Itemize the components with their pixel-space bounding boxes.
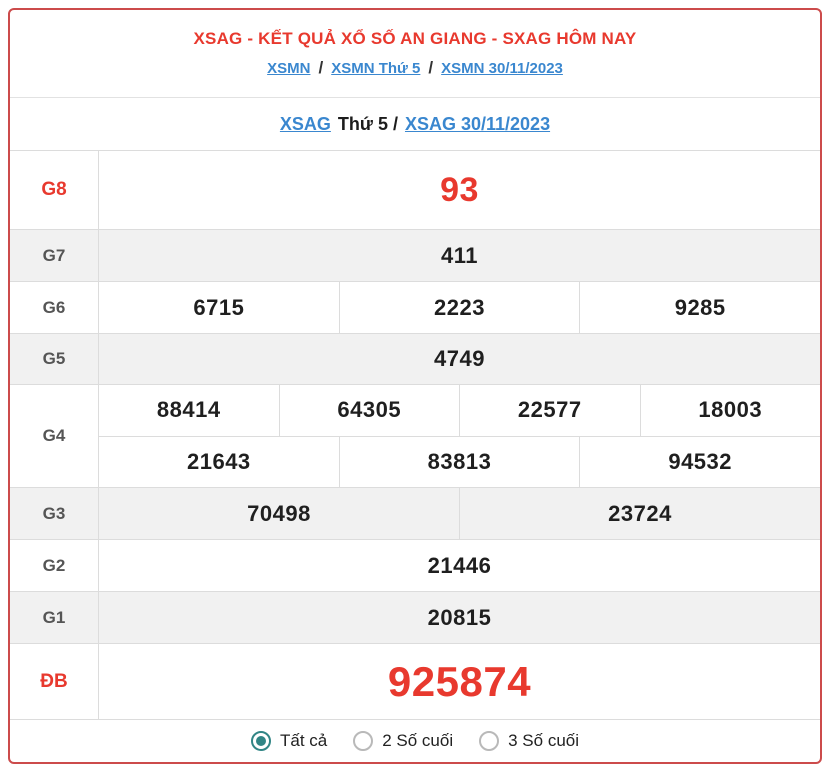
prize-subrow: 21643 83813 94532: [99, 435, 820, 487]
prize-row-G6: G6 6715 2223 9285: [10, 281, 820, 333]
prize-subrow: 20815: [99, 592, 820, 643]
prize-values: 93: [99, 151, 820, 229]
prize-number: 23724: [459, 488, 820, 539]
prize-subrow: 21446: [99, 540, 820, 591]
prize-values: 20815: [99, 592, 820, 643]
prize-number: 2223: [338, 282, 580, 333]
prize-values: 88414 64305 22577 18003 21643 83813 94532: [99, 385, 820, 487]
prize-label-G1: G1: [10, 592, 99, 643]
radio-unselected-icon[interactable]: [353, 731, 374, 751]
radio-label: Tất cả: [279, 731, 328, 750]
prize-label-G3: G3: [10, 488, 99, 539]
prize-number: 4749: [434, 346, 485, 371]
prize-label-G8: G8: [10, 151, 99, 229]
prize-row-G7: G7 411: [10, 229, 820, 281]
display-mode-options: Tất cả 2 Số cuối 3 Số cuối: [10, 719, 820, 762]
breadcrumb-link-xsmn[interactable]: XSMN: [267, 59, 311, 77]
prize-label-ĐB: ĐB: [10, 644, 99, 719]
prize-number: 9285: [579, 282, 820, 333]
subheader-day-label: Thứ 5 /: [337, 113, 398, 134]
prize-values: 925874: [99, 644, 820, 719]
prize-number: 21446: [427, 552, 492, 578]
prize-number: 21643: [186, 448, 251, 474]
prize-row-G4: G4 88414 64305 22577 18003 21643 83813 94532: [10, 384, 820, 487]
radio-option-3-số-cuối[interactable]: 3 Số cuối: [479, 731, 579, 751]
prize-subrow: 70498 23724: [99, 488, 820, 539]
subheader-link-xsag[interactable]: XSAG: [279, 113, 331, 134]
prize-number: 411: [441, 242, 478, 268]
prize-row-G2: G2 21446: [10, 539, 820, 591]
prize-values: 411: [99, 230, 820, 281]
prize-values: 6715 2223 9285: [99, 282, 820, 333]
draw-subheader: XSAG Thứ 5 / XSAG 30/11/2023: [10, 97, 820, 150]
prize-number: 20815: [427, 604, 492, 630]
prize-values: 70498 23724: [99, 488, 820, 539]
prize-label-G6: G6: [10, 282, 99, 333]
prize-row-G1: G1 20815: [10, 591, 820, 643]
prize-table: G8 93 G7 411 G6 6715 2223 9285 G5 4749 G4 88414 6430…: [10, 150, 820, 719]
prize-subrow: 4749: [99, 334, 820, 384]
prize-subrow: 411: [99, 230, 820, 281]
prize-number: 94532: [579, 436, 820, 487]
prize-values: 4749: [99, 334, 820, 384]
prize-number: 88414: [156, 397, 221, 423]
prize-label-G7: G7: [10, 230, 99, 281]
prize-row-ĐB: ĐB 925874: [10, 643, 820, 719]
page-title: XSAG - KẾT QUẢ XỔ SỐ AN GIANG - SXAG HÔM…: [193, 29, 637, 48]
prize-subrow: 88414 64305 22577 18003: [99, 385, 820, 436]
prize-label-G2: G2: [10, 540, 99, 591]
prize-label-G5: G5: [10, 334, 99, 384]
subheader-link-xsag-date[interactable]: XSAG 30/11/2023: [404, 113, 551, 134]
breadcrumb-separator: /: [428, 58, 434, 77]
breadcrumb-link-xsmn-thu5[interactable]: XSMN Thứ 5: [331, 59, 421, 77]
breadcrumb: XSMN / XSMN Thứ 5 / XSMN 30/11/2023: [267, 58, 563, 78]
result-header: XSAG - KẾT QUẢ XỔ SỐ AN GIANG - SXAG HÔM…: [10, 10, 820, 97]
prize-label-G4: G4: [10, 385, 99, 487]
prize-number: 70498: [247, 500, 311, 526]
radio-label: 2 Số cuối: [382, 731, 454, 750]
prize-row-G3: G3 70498 23724: [10, 487, 820, 539]
radio-option-2-số-cuối[interactable]: 2 Số cuối: [353, 731, 453, 751]
prize-number: 83813: [338, 436, 580, 487]
prize-number: 93: [440, 170, 479, 209]
prize-number: 64305: [278, 385, 460, 436]
breadcrumb-separator: /: [318, 58, 324, 77]
prize-number: 6715: [193, 294, 245, 320]
prize-number: 925874: [387, 657, 532, 705]
prize-values: 21446: [99, 540, 820, 591]
radio-label: 3 Số cuối: [508, 731, 580, 750]
prize-subrow: 925874: [99, 644, 820, 719]
radio-option-tất-cả[interactable]: Tất cả: [250, 731, 328, 751]
prize-subrow: 6715 2223 9285: [99, 282, 820, 333]
radio-selected-icon[interactable]: [250, 731, 271, 751]
radio-unselected-icon[interactable]: [479, 731, 500, 751]
lottery-result-card: XSAG - KẾT QUẢ XỔ SỐ AN GIANG - SXAG HÔM…: [8, 8, 822, 764]
breadcrumb-link-xsmn-date[interactable]: XSMN 30/11/2023: [441, 59, 563, 77]
prize-number: 18003: [639, 385, 821, 436]
prize-number: 22577: [459, 385, 640, 436]
prize-subrow: 93: [99, 151, 820, 229]
prize-row-G5: G5 4749: [10, 333, 820, 384]
prize-row-G8: G8 93: [10, 151, 820, 229]
